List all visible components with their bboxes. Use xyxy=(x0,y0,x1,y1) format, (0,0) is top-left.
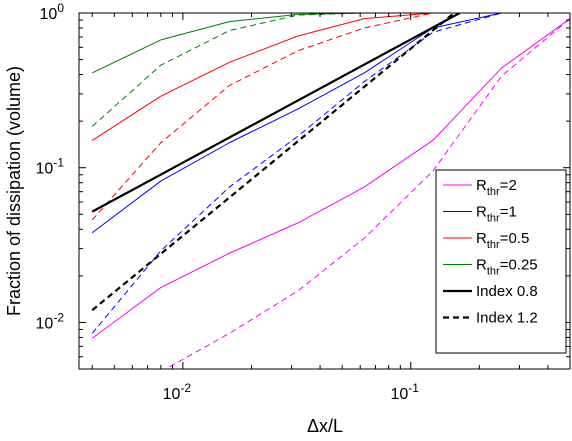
series-line-9 xyxy=(91,13,455,312)
series-line-1 xyxy=(164,18,570,369)
legend-box xyxy=(435,169,567,354)
x-tick-label: 10-2 xyxy=(163,381,192,403)
series-line-8 xyxy=(91,13,461,213)
legend-label: Index 0.8 xyxy=(476,283,538,300)
legend-label: Rthr=1 xyxy=(476,204,517,225)
y-axis-label: Fraction of dissipation (volume) xyxy=(4,66,24,316)
series-line-4 xyxy=(91,13,570,141)
series-line-5 xyxy=(91,13,570,221)
series-line-0 xyxy=(91,18,570,339)
series-line-2 xyxy=(91,13,570,234)
series-line-3 xyxy=(91,13,570,334)
legend-label: Rthr=2 xyxy=(476,177,517,198)
legend: Rthr=2 Rthr=1 Rthr=0.5 Rthr=0.25 Index 0.8 In… xyxy=(435,169,567,354)
y-tick-label: 10-2 xyxy=(36,310,65,332)
series-line-7 xyxy=(91,13,570,127)
legend-label: Index 1.2 xyxy=(476,310,538,327)
legend-label: Rthr=0.5 xyxy=(476,230,529,251)
y-tick-label: 100 xyxy=(40,1,65,23)
y-tick-label: 10-1 xyxy=(36,156,65,178)
series-layer xyxy=(91,13,570,369)
ticks-layer: 10-2 10-1 10-2 10-1 100 xyxy=(36,1,571,403)
x-axis-label: Δx/L xyxy=(307,416,343,436)
x-tick-label: 10-1 xyxy=(391,381,420,403)
legend-label: Rthr=0.25 xyxy=(476,257,538,278)
plot-frame xyxy=(78,12,571,370)
